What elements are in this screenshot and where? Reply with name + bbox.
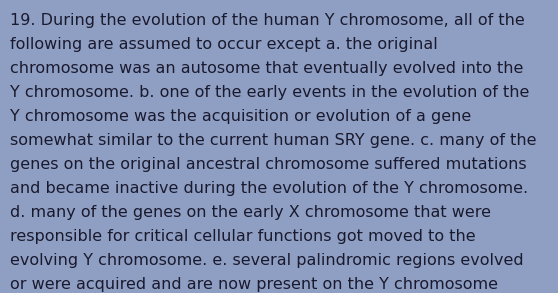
Text: 19. During the evolution of the human Y chromosome, all of the: 19. During the evolution of the human Y … xyxy=(10,13,525,28)
Text: somewhat similar to the current human SRY gene. c. many of the: somewhat similar to the current human SR… xyxy=(10,133,537,148)
Text: evolving Y chromosome. e. several palindromic regions evolved: evolving Y chromosome. e. several palind… xyxy=(10,253,523,268)
Text: Y chromosome. b. one of the early events in the evolution of the: Y chromosome. b. one of the early events… xyxy=(10,85,530,100)
Text: genes on the original ancestral chromosome suffered mutations: genes on the original ancestral chromoso… xyxy=(10,157,527,172)
Text: responsible for critical cellular functions got moved to the: responsible for critical cellular functi… xyxy=(10,229,475,244)
Text: Y chromosome was the acquisition or evolution of a gene: Y chromosome was the acquisition or evol… xyxy=(10,109,472,124)
Text: d. many of the genes on the early X chromosome that were: d. many of the genes on the early X chro… xyxy=(10,205,491,220)
Text: chromosome was an autosome that eventually evolved into the: chromosome was an autosome that eventual… xyxy=(10,61,523,76)
Text: and became inactive during the evolution of the Y chromosome.: and became inactive during the evolution… xyxy=(10,181,528,196)
Text: following are assumed to occur except a. the original: following are assumed to occur except a.… xyxy=(10,37,438,52)
Text: or were acquired and are now present on the Y chromosome: or were acquired and are now present on … xyxy=(10,277,498,292)
